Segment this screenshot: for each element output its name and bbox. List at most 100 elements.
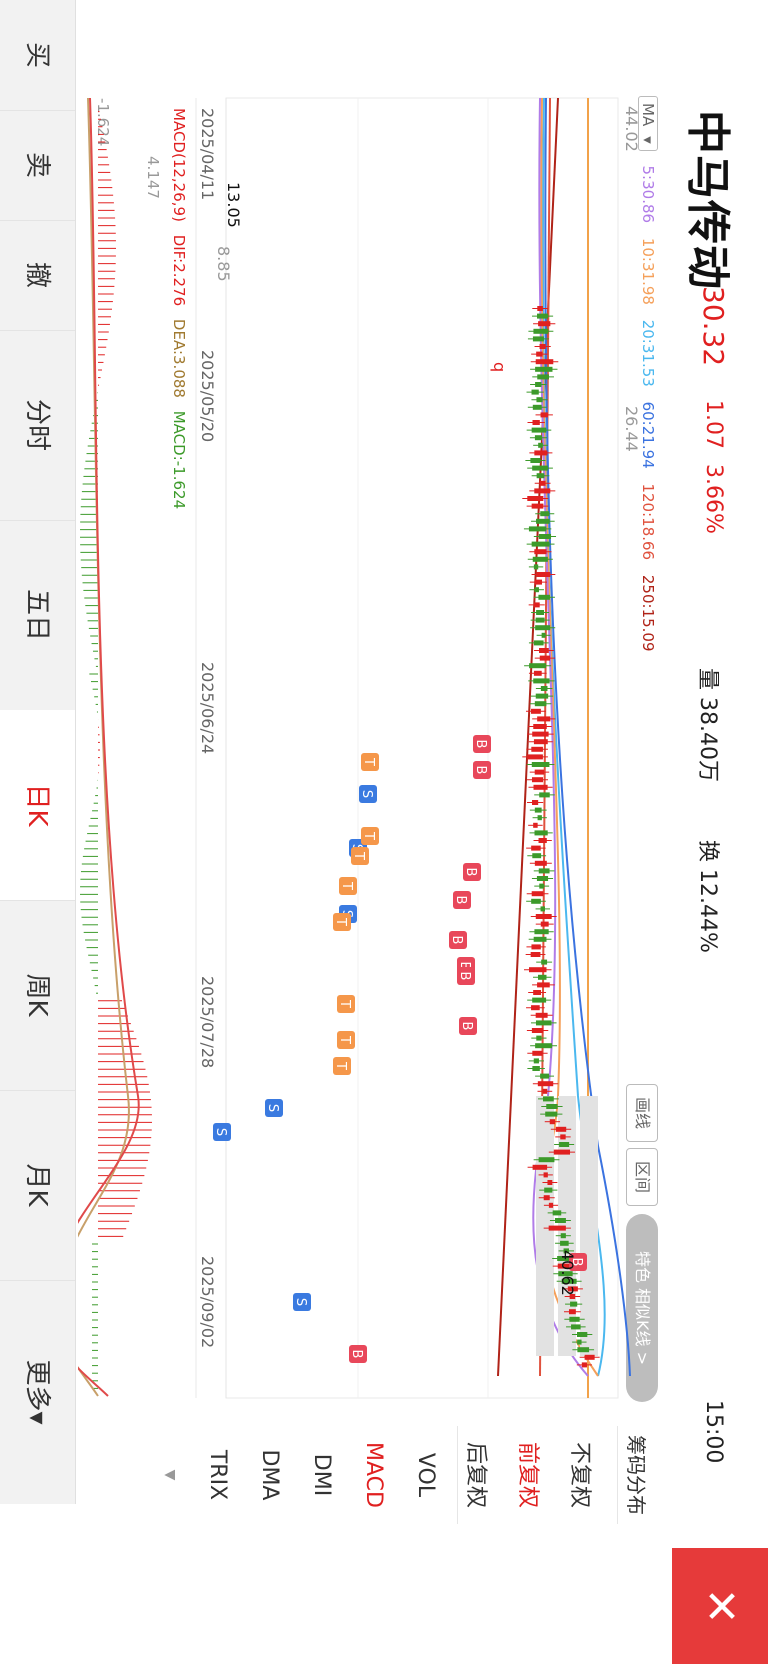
tab-intraday[interactable]: 分时 [0, 330, 75, 521]
candle-body [555, 1126, 567, 1132]
candle-body [563, 1248, 569, 1254]
svg-text:T: T [333, 1061, 348, 1070]
candle-body [537, 374, 549, 380]
candle-body [537, 982, 550, 988]
price-axis-top: 44.02 [622, 106, 641, 152]
buy-marker[interactable]: B [449, 931, 467, 949]
t-marker[interactable]: T [337, 995, 355, 1013]
close-button[interactable]: ✕ [672, 1548, 768, 1664]
svg-text:B: B [457, 962, 472, 971]
macd-histogram [80, 111, 152, 1389]
t-marker[interactable]: T [339, 877, 357, 895]
candle-body [533, 1058, 539, 1064]
candle-body [531, 427, 547, 433]
tab-five-day[interactable]: 五日 [0, 520, 75, 711]
sell-marker[interactable]: S [213, 1123, 231, 1141]
candle-body [531, 389, 539, 395]
candle-body [534, 830, 548, 836]
buy-marker[interactable]: B [473, 761, 491, 779]
dmi-indicator[interactable]: DMI [309, 1453, 334, 1497]
candle-body [536, 473, 545, 479]
t-marker[interactable]: T [351, 847, 369, 865]
buy-marker[interactable]: B [453, 891, 471, 909]
chevron-down-icon[interactable]: ▼ [162, 1469, 178, 1481]
tab-weekly-k[interactable]: 周K [0, 900, 75, 1091]
t-marker[interactable]: T [333, 913, 351, 931]
candle-body [553, 1149, 571, 1155]
no-adjust-option[interactable]: 不复权 [567, 1441, 592, 1508]
candle-body [547, 1180, 553, 1185]
candle-body [534, 435, 543, 441]
candle-body [537, 1081, 554, 1087]
macd-dif: DIF:2.276 [170, 235, 188, 306]
tab-cancel[interactable]: 撤 [0, 220, 75, 331]
candle-body [540, 921, 549, 927]
candle-body [535, 1012, 548, 1018]
macd-dea: DEA:3.088 [170, 319, 188, 398]
candle-body [538, 534, 552, 539]
stock-name: 中马传动 [682, 110, 733, 290]
candle-body [536, 876, 549, 881]
candle-body [531, 944, 541, 950]
chip-distribution-tab[interactable]: 筹码分布 [624, 1435, 648, 1515]
candle-body [532, 420, 540, 425]
sell-marker[interactable]: S [265, 1099, 283, 1117]
candle-body [534, 860, 547, 866]
macd-indicator[interactable]: MACD [361, 1442, 386, 1508]
buy-marker[interactable]: B [459, 1017, 477, 1035]
buy-marker[interactable]: B [463, 863, 481, 881]
time-label: 15:00 [701, 1400, 726, 1464]
tab-sell[interactable]: 卖 [0, 110, 75, 221]
candle-body [540, 511, 550, 517]
tab-monthly-k[interactable]: 月K [0, 1090, 75, 1281]
candle-body [532, 1164, 548, 1170]
candle-body [535, 914, 552, 919]
candle-body [533, 602, 540, 608]
dma-indicator[interactable]: DMA [257, 1449, 282, 1501]
svg-text:T: T [339, 881, 354, 890]
t-marker[interactable]: T [361, 753, 379, 771]
candle-body [531, 541, 550, 547]
buy-marker[interactable]: B [569, 1253, 587, 1271]
candle-body [533, 990, 542, 995]
sell-marker[interactable]: S [359, 785, 377, 803]
kline-chart[interactable]: MA▾ 5:30.86 10:31.98 20:31.53 60:21.94 1… [78, 96, 658, 1416]
sell-marker[interactable]: S [293, 1293, 311, 1311]
candle-body [534, 807, 542, 813]
t-marker[interactable]: T [337, 1031, 355, 1049]
candle-body [542, 1088, 548, 1094]
candle-body [535, 693, 549, 699]
svg-text:B: B [463, 868, 478, 877]
forward-adjust-option[interactable]: 前复权 [515, 1441, 540, 1508]
candle-body [548, 1202, 554, 1208]
candle-body [535, 1043, 553, 1049]
candle-body [533, 640, 544, 646]
tab-daily-k[interactable]: 日K [0, 710, 75, 901]
candle-body [536, 572, 551, 577]
candle-body [533, 739, 548, 745]
candle-body [532, 853, 542, 859]
t-marker[interactable]: T [333, 1057, 351, 1075]
candle-body [537, 815, 542, 821]
buy-marker[interactable]: B [473, 735, 491, 753]
t-marker[interactable]: T [361, 827, 379, 845]
trix-indicator[interactable]: TRIX [205, 1449, 230, 1501]
candle-body [581, 1362, 587, 1368]
date-label: 2025/05/20 [198, 350, 217, 442]
tab-more[interactable]: 更多▾ [22, 1359, 52, 1425]
candle-body [535, 617, 545, 623]
q-marker[interactable]: q [490, 362, 509, 372]
candle-body [543, 1172, 548, 1178]
buy-marker[interactable]: B [457, 967, 475, 985]
close-icon: ✕ [695, 1587, 746, 1625]
high-price-label: 40.62 [558, 1250, 577, 1296]
candle-body [527, 754, 543, 760]
svg-text:B: B [453, 896, 468, 905]
candle-body [531, 746, 543, 752]
buy-marker[interactable]: B [349, 1345, 367, 1363]
svg-text:S: S [293, 1298, 308, 1306]
tab-buy[interactable]: 买 [0, 0, 75, 111]
backward-adjust-option[interactable]: 后复权 [463, 1441, 488, 1508]
vol-indicator[interactable]: VOL [413, 1452, 438, 1498]
candle-body [560, 1233, 566, 1239]
